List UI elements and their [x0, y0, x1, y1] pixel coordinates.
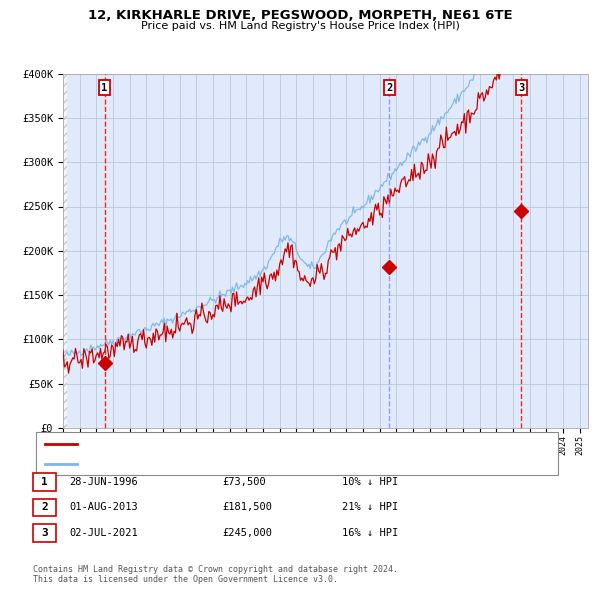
Text: 2: 2	[386, 83, 392, 93]
Text: £73,500: £73,500	[222, 477, 266, 487]
Text: £245,000: £245,000	[222, 528, 272, 537]
Text: 02-JUL-2021: 02-JUL-2021	[69, 528, 138, 537]
Text: Contains HM Land Registry data © Crown copyright and database right 2024.
This d: Contains HM Land Registry data © Crown c…	[33, 565, 398, 584]
Text: 10% ↓ HPI: 10% ↓ HPI	[342, 477, 398, 487]
Text: 21% ↓ HPI: 21% ↓ HPI	[342, 503, 398, 512]
Text: HPI: Average price, detached house, Northumberland: HPI: Average price, detached house, Nort…	[81, 460, 350, 469]
Text: 1: 1	[101, 83, 107, 93]
Text: Price paid vs. HM Land Registry's House Price Index (HPI): Price paid vs. HM Land Registry's House …	[140, 21, 460, 31]
Text: 28-JUN-1996: 28-JUN-1996	[69, 477, 138, 487]
Text: 12, KIRKHARLE DRIVE, PEGSWOOD, MORPETH, NE61 6TE: 12, KIRKHARLE DRIVE, PEGSWOOD, MORPETH, …	[88, 9, 512, 22]
Text: 16% ↓ HPI: 16% ↓ HPI	[342, 528, 398, 537]
Text: 3: 3	[518, 83, 524, 93]
Text: £181,500: £181,500	[222, 503, 272, 512]
Text: 12, KIRKHARLE DRIVE, PEGSWOOD, MORPETH, NE61 6TE (detached house): 12, KIRKHARLE DRIVE, PEGSWOOD, MORPETH, …	[81, 440, 430, 449]
Text: 01-AUG-2013: 01-AUG-2013	[69, 503, 138, 512]
Text: 2: 2	[41, 503, 48, 512]
Text: 3: 3	[41, 528, 48, 537]
Text: 1: 1	[41, 477, 48, 487]
